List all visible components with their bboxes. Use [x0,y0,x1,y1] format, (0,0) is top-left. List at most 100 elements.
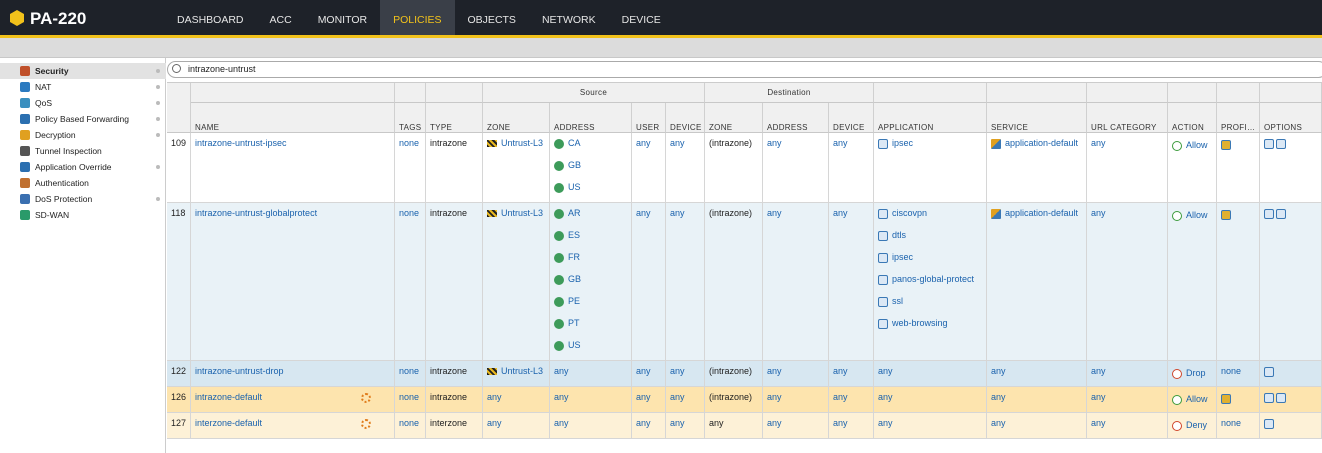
options-icon[interactable] [1276,209,1286,219]
application[interactable]: dtls [878,228,906,242]
action[interactable]: Allow [1172,392,1208,406]
column-header[interactable]: ZONE [483,103,550,133]
profile[interactable]: none [1221,366,1242,376]
column-header[interactable]: OPTIONS [1260,103,1322,133]
column-header[interactable]: PROFI… [1217,103,1260,133]
search-box[interactable]: intrazone-untrust [167,61,1322,78]
action[interactable]: Allow [1172,208,1208,222]
column-header[interactable]: ADDRESS [550,103,632,133]
nav-tab[interactable]: MONITOR [317,14,368,26]
source-device[interactable]: any [670,138,685,148]
application[interactable]: web-browsing [878,316,948,330]
source-address[interactable]: GB [554,158,581,172]
sidebar-item[interactable]: Tunnel Inspection [0,143,166,159]
column-header[interactable]: USER [632,103,666,133]
rule-row[interactable]: 122 intrazone-untrust-drop none intrazone Un… [167,361,1322,387]
source-zone[interactable]: any [487,418,502,428]
source-address[interactable]: ES [554,228,580,242]
nav-tab[interactable]: NETWORK [541,14,596,26]
source-address[interactable]: any [554,366,569,376]
application[interactable]: ciscovpn [878,206,927,220]
source-address[interactable]: CA [554,136,581,150]
destination-device[interactable]: any [833,392,848,402]
source-user[interactable]: any [636,392,651,402]
tags[interactable]: none [399,418,420,428]
options-icon[interactable] [1264,209,1274,219]
tags[interactable]: none [399,366,420,376]
destination-device[interactable]: any [833,208,848,218]
name[interactable]: intrazone-untrust-drop [195,366,284,376]
source-zone[interactable]: Untrust-L3 [487,364,543,378]
destination-address[interactable]: any [767,138,782,148]
sidebar-item[interactable]: Decryption [0,127,166,143]
service[interactable]: any [991,366,1006,376]
application[interactable]: any [878,366,893,376]
application[interactable]: panos-global-protect [878,272,974,286]
action[interactable]: Deny [1172,418,1207,432]
destination-address[interactable]: any [767,366,782,376]
options-icon[interactable] [1276,139,1286,149]
source-address[interactable]: GB [554,272,581,286]
application[interactable]: any [878,392,893,402]
column-header[interactable]: TYPE [426,103,483,133]
rule-row[interactable]: 109 intrazone-untrust-ipsec none intrazone U… [167,133,1322,203]
rule-row[interactable]: 126 intrazone-default none intrazone any any a… [167,387,1322,413]
application[interactable]: ipsec [878,250,913,264]
source-device[interactable]: any [670,392,685,402]
action[interactable]: Allow [1172,138,1208,152]
source-address[interactable]: US [554,180,581,194]
options-icon[interactable] [1264,419,1274,429]
nav-tab[interactable]: OBJECTS [467,14,516,26]
options-icon[interactable] [1264,393,1274,403]
column-header[interactable]: DEVICE [829,103,874,133]
sidebar-item[interactable]: Application Override [0,159,166,175]
sidebar-item[interactable]: Security [0,63,166,79]
nav-tab[interactable]: POLICIES [380,0,455,35]
sidebar-item[interactable]: QoS [0,95,166,111]
column-header[interactable]: ZONE [705,103,763,133]
sidebar-item[interactable]: Policy Based Forwarding [0,111,166,127]
nav-tab[interactable]: DEVICE [621,14,661,26]
source-address[interactable]: any [554,418,569,428]
source-zone[interactable]: any [487,392,502,402]
url-category[interactable]: any [1091,208,1106,218]
service[interactable]: any [991,392,1006,402]
source-device[interactable]: any [670,366,685,376]
source-address[interactable]: PT [554,316,580,330]
sidebar-item[interactable]: Authentication [0,175,166,191]
profile[interactable]: none [1221,418,1242,428]
source-zone[interactable]: Untrust-L3 [487,136,543,150]
tags[interactable]: none [399,392,420,402]
column-header[interactable]: ACTION [1168,103,1217,133]
source-device[interactable]: any [670,208,685,218]
rule-row[interactable]: 118 intrazone-untrust-globalprotect none in… [167,203,1322,361]
nav-tab[interactable]: ACC [269,14,292,26]
url-category[interactable]: any [1091,392,1106,402]
destination-device[interactable]: any [833,366,848,376]
url-category[interactable]: any [1091,366,1106,376]
source-user[interactable]: any [636,208,651,218]
service[interactable]: any [991,418,1006,428]
source-address[interactable]: AR [554,206,581,220]
application[interactable]: ssl [878,294,903,308]
column-header[interactable]: DEVICE [666,103,705,133]
name[interactable]: intrazone-default [195,392,263,402]
column-header[interactable]: ADDRESS [763,103,829,133]
column-header[interactable]: URL CATEGORY [1087,103,1168,133]
source-address[interactable]: any [554,392,569,402]
name[interactable]: intrazone-untrust-globalprotect [195,208,318,218]
column-header[interactable]: APPLICATION [874,103,987,133]
destination-address[interactable]: any [767,418,782,428]
source-address[interactable]: PE [554,294,580,308]
tags[interactable]: none [399,138,420,148]
url-category[interactable]: any [1091,418,1106,428]
source-device[interactable]: any [670,418,685,428]
column-header[interactable]: NAME [191,103,395,133]
column-header[interactable]: SERVICE [987,103,1087,133]
options-icon[interactable] [1276,393,1286,403]
destination-address[interactable]: any [767,208,782,218]
url-category[interactable]: any [1091,138,1106,148]
service[interactable]: application-default [991,206,1078,220]
name[interactable]: intrazone-untrust-ipsec [195,138,287,148]
destination-address[interactable]: any [767,392,782,402]
